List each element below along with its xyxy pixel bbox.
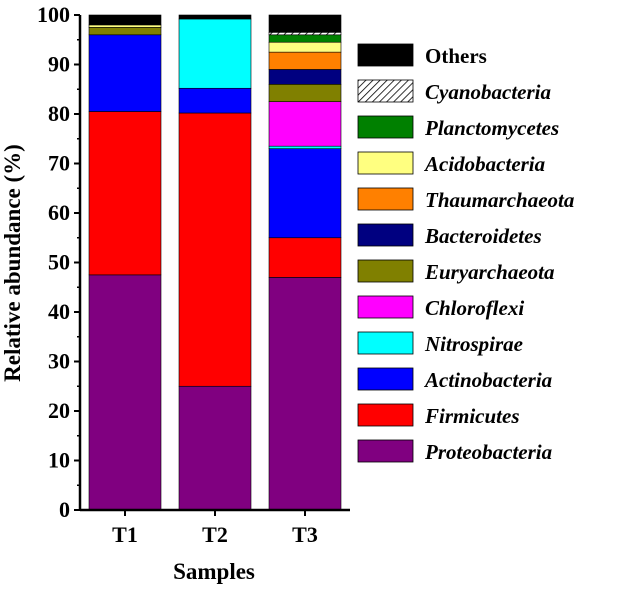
bar-segment bbox=[268, 277, 342, 511]
legend-label: Proteobacteria bbox=[424, 440, 552, 464]
y-tick-label: 50 bbox=[48, 250, 70, 275]
legend-label: Nitrospirae bbox=[424, 332, 523, 356]
bar-segment bbox=[88, 27, 162, 36]
y-tick-label: 20 bbox=[48, 398, 70, 423]
legend-label: Chloroflexi bbox=[425, 296, 524, 320]
legend-swatch bbox=[357, 295, 414, 319]
y-axis-title: Relative abundance (%) bbox=[0, 144, 25, 382]
legend-swatch bbox=[357, 115, 414, 139]
y-tick-label: 30 bbox=[48, 349, 70, 374]
bar-segment bbox=[268, 237, 342, 278]
legend-swatch bbox=[357, 43, 414, 67]
bar-segment bbox=[178, 87, 252, 114]
legend-swatch bbox=[357, 187, 414, 211]
axes: 0 10 20 30 40 50 60 70 80 90 100 T1 T2 T3 bbox=[37, 2, 350, 547]
legend-label: Euryarchaeota bbox=[424, 260, 555, 284]
bar-segment bbox=[178, 18, 252, 89]
bar-segment bbox=[268, 69, 342, 85]
legend-swatch bbox=[357, 403, 414, 427]
bar-segment bbox=[88, 274, 162, 511]
x-axis-title: Samples bbox=[173, 559, 255, 584]
legend-label: Others bbox=[425, 44, 487, 68]
bar-segment bbox=[268, 51, 342, 70]
x-tick-label: T3 bbox=[292, 522, 318, 547]
bar-segment bbox=[178, 385, 252, 511]
bar-segment bbox=[88, 111, 162, 276]
legend-swatch bbox=[357, 151, 414, 175]
y-tick-label: 10 bbox=[48, 448, 70, 473]
legend-label: Acidobacteria bbox=[423, 152, 545, 176]
y-tick-label: 0 bbox=[59, 497, 70, 522]
y-tick-label: 40 bbox=[48, 299, 70, 324]
bar-segment bbox=[268, 101, 342, 147]
legend-swatch bbox=[357, 223, 414, 247]
legend-swatch bbox=[357, 439, 414, 463]
legend-label: Planctomycetes bbox=[424, 116, 559, 140]
bar-segment bbox=[268, 32, 342, 36]
legend-label: Firmicutes bbox=[424, 404, 520, 428]
bars-layer bbox=[88, 14, 342, 511]
legend-label: Thaumarchaeota bbox=[425, 188, 574, 212]
legend-swatch bbox=[357, 331, 414, 355]
x-tick-label: T2 bbox=[202, 522, 228, 547]
bar-segment bbox=[268, 148, 342, 239]
legend-swatch bbox=[357, 79, 414, 103]
legend-label: Actinobacteria bbox=[423, 368, 552, 392]
legend-swatch bbox=[357, 367, 414, 391]
bar-segment bbox=[88, 24, 162, 28]
legend-label: Cyanobacteria bbox=[425, 80, 551, 104]
bar-segment bbox=[268, 14, 342, 33]
y-tick-label: 80 bbox=[48, 101, 70, 126]
bar-segment bbox=[178, 112, 252, 387]
legend-swatch bbox=[357, 259, 414, 283]
y-tick-label: 70 bbox=[48, 151, 70, 176]
y-tick-label: 60 bbox=[48, 200, 70, 225]
legend-label: Bacteroidetes bbox=[424, 224, 542, 248]
bar-segment bbox=[268, 145, 342, 149]
bar-segment bbox=[268, 41, 342, 53]
bar-segment bbox=[88, 14, 162, 26]
bar-segment bbox=[178, 14, 252, 20]
x-tick-label: T1 bbox=[112, 522, 138, 547]
bar-segment bbox=[268, 34, 342, 43]
y-tick-label: 90 bbox=[48, 52, 70, 77]
legend: Others Cyanobacteria Planctomycetes Acidoba… bbox=[357, 43, 574, 464]
y-tick-label: 100 bbox=[37, 2, 70, 27]
bar-segment bbox=[268, 84, 342, 102]
bar-segment bbox=[88, 34, 162, 112]
